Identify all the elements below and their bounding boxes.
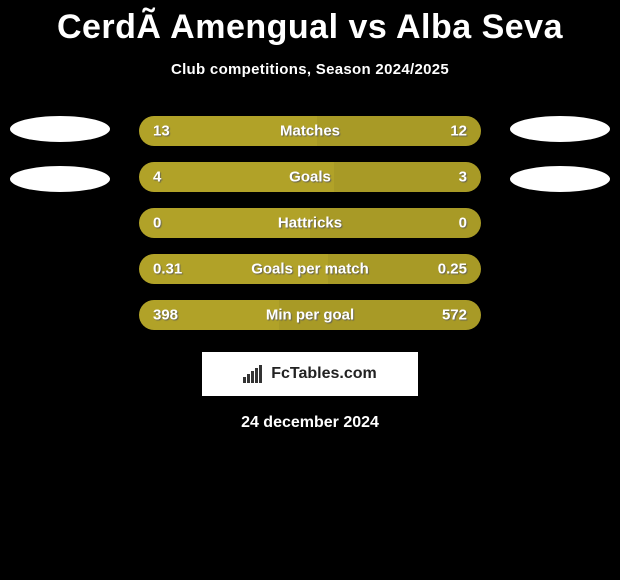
player-marker-right — [510, 166, 610, 192]
branding-text: FcTables.com — [271, 365, 377, 383]
bar-chart-icon — [243, 365, 265, 383]
stat-label: Goals per match — [251, 261, 369, 278]
comparison-chart: 13 12 Matches 4 3 Goals 0 0 Hattricks 0.31 0.25 Goa… — [0, 108, 620, 338]
stat-row: 4 3 Goals — [0, 154, 620, 200]
stat-value-right: 572 — [442, 307, 467, 324]
player-marker-left — [10, 116, 110, 142]
stat-value-right: 12 — [450, 123, 467, 140]
stat-value-left: 0.31 — [153, 261, 182, 278]
footer-date: 24 december 2024 — [0, 414, 620, 432]
player-marker-right — [510, 116, 610, 142]
page-subtitle: Club competitions, Season 2024/2025 — [0, 61, 620, 78]
stat-value-right: 0 — [459, 215, 467, 232]
stat-bar: 4 3 Goals — [139, 162, 481, 192]
player-marker-left — [10, 166, 110, 192]
stat-value-left: 398 — [153, 307, 178, 324]
stat-label: Min per goal — [266, 307, 354, 324]
stat-row: 13 12 Matches — [0, 108, 620, 154]
stat-bar: 398 572 Min per goal — [139, 300, 481, 330]
stat-row: 0 0 Hattricks — [0, 200, 620, 246]
stat-value-left: 13 — [153, 123, 170, 140]
stat-label: Matches — [280, 123, 340, 140]
stat-bar: 0.31 0.25 Goals per match — [139, 254, 481, 284]
stat-label: Hattricks — [278, 215, 342, 232]
stat-value-right: 3 — [459, 169, 467, 186]
stat-bar: 13 12 Matches — [139, 116, 481, 146]
stat-bar: 0 0 Hattricks — [139, 208, 481, 238]
stat-row: 0.31 0.25 Goals per match — [0, 246, 620, 292]
stat-value-right: 0.25 — [438, 261, 467, 278]
branding-box: FcTables.com — [202, 352, 418, 396]
stat-value-left: 0 — [153, 215, 161, 232]
page-title: CerdÃ Amengual vs Alba Seva — [0, 0, 620, 47]
stat-label: Goals — [289, 169, 331, 186]
stat-row: 398 572 Min per goal — [0, 292, 620, 338]
stat-value-left: 4 — [153, 169, 161, 186]
